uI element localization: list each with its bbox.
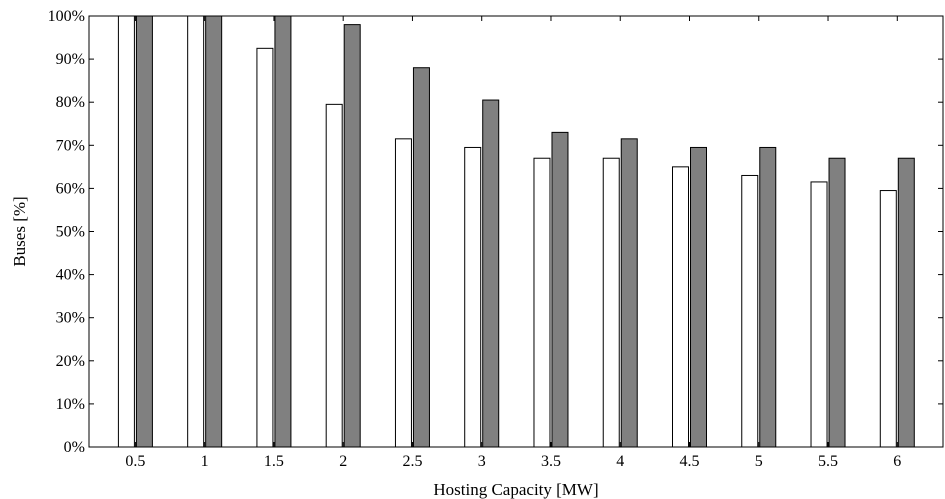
- x-tick-label: 4: [616, 453, 624, 470]
- y-tick-label: 20%: [56, 353, 85, 370]
- x-tick-label: 1: [201, 453, 209, 470]
- y-tick-label: 80%: [56, 94, 85, 111]
- bar-series1-5: [741, 174, 759, 448]
- x-tick-label: 0.5: [125, 453, 145, 470]
- y-tick-label: 60%: [56, 180, 85, 197]
- y-axis: 0% 10% 20% 30% 40% 50% 60% 70% 80% 90% 100%: [48, 8, 943, 456]
- bar-series2-0.5: [135, 15, 153, 448]
- bar-series1-3: [464, 146, 482, 448]
- bar-series2-2: [343, 24, 361, 448]
- y-tick-label: 70%: [56, 137, 85, 154]
- x-tick-label: 2.5: [402, 453, 422, 470]
- bar-series2-5.5: [828, 157, 846, 448]
- bar-series1-3.5: [533, 157, 551, 448]
- bar-series1-1: [187, 15, 205, 448]
- x-tick-label: 2: [339, 453, 347, 470]
- x-axis-title: Hosting Capacity [MW]: [433, 480, 598, 499]
- bar-series2-2.5: [412, 67, 430, 448]
- x-tick-label: 3: [478, 453, 486, 470]
- y-tick-label: 50%: [56, 224, 85, 241]
- y-tick-label: 0%: [64, 439, 85, 456]
- x-tick-label: 5.5: [818, 453, 838, 470]
- bar-series2-1: [205, 15, 223, 448]
- bar-series1-5.5: [810, 181, 828, 448]
- bar-series1-4.5: [672, 166, 690, 448]
- bar-series1-4: [602, 157, 620, 448]
- bar-series2-1.5: [274, 15, 292, 448]
- bar-series2-4.5: [690, 146, 708, 448]
- x-tick-label: 1.5: [264, 453, 284, 470]
- x-tick-label: 4.5: [680, 453, 700, 470]
- y-tick-label: 10%: [56, 396, 85, 413]
- bar-series1-6: [879, 190, 897, 448]
- bar-series1-0.5: [117, 15, 135, 448]
- y-tick-label: 30%: [56, 310, 85, 327]
- y-tick-label: 100%: [48, 8, 85, 25]
- bar-series2-5: [759, 146, 777, 448]
- x-axis: 0.5 1 1.5 2 2.5 3 3.5 4 4.5 5 5.5 6: [125, 16, 901, 470]
- x-tick-label: 6: [893, 453, 901, 470]
- y-axis-title: Buses [%]: [10, 196, 29, 266]
- bar-series1-2.5: [394, 138, 412, 448]
- bar-series2-4: [620, 138, 638, 448]
- bar-series2-3.5: [551, 131, 569, 448]
- bars-layer: [117, 15, 915, 448]
- y-tick-label: 90%: [56, 51, 85, 68]
- bar-series2-3: [482, 99, 500, 448]
- bar-series1-2: [325, 103, 343, 448]
- y-tick-label: 40%: [56, 267, 85, 284]
- x-tick-label: 3.5: [541, 453, 561, 470]
- bar-series2-6: [897, 157, 915, 448]
- bar-series1-1.5: [256, 47, 274, 448]
- x-tick-label: 5: [755, 453, 763, 470]
